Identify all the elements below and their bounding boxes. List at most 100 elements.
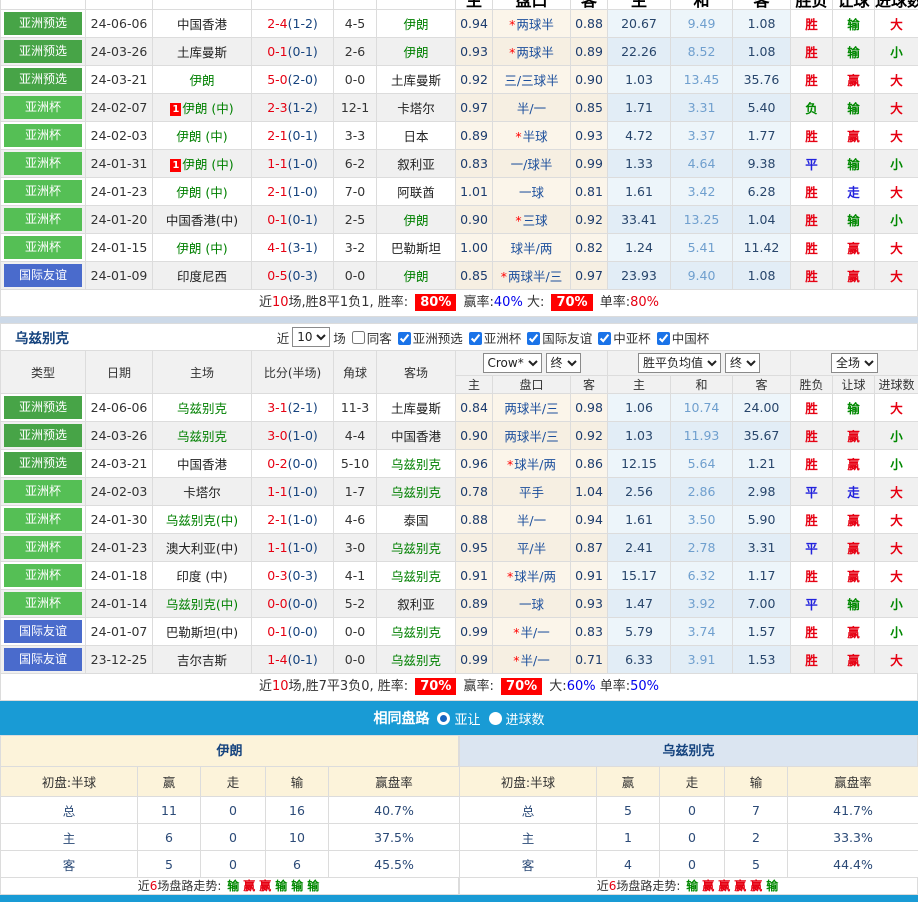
goals-result-cell: 小 (875, 150, 918, 178)
asian-handicap-label[interactable]: 亚让 (454, 709, 480, 728)
date-cell: 24-01-14 (86, 590, 153, 618)
competition-badge: 亚洲杯 (4, 536, 82, 559)
odds-1x2-draw-cell: 13.45 (671, 66, 733, 94)
rate-badge: 70% (551, 294, 592, 311)
away-team-cell: 卡塔尔 (377, 94, 456, 122)
handicap-cell: *球半/两 (493, 450, 571, 478)
asian-handicap-radio[interactable] (437, 712, 450, 725)
away-team-cell: 阿联酋 (377, 178, 456, 206)
col-win-rate: 赢盘率 (329, 767, 460, 797)
result-cell: 胜 (791, 178, 833, 206)
away-team-cell: 土库曼斯 (377, 66, 456, 94)
competition-badge: 亚洲杯 (4, 508, 82, 531)
scope-label-cell: 总 (460, 797, 597, 824)
handicap-cell: 半/一 (493, 506, 571, 534)
competition-badge: 亚洲杯 (4, 152, 82, 175)
handicap-cell: 一球 (493, 590, 571, 618)
competition-badge: 亚洲杯 (4, 208, 82, 231)
handicap-result-cell: 赢 (833, 422, 875, 450)
handicap-cell: *半/一 (493, 618, 571, 646)
loss-count-cell: 16 (266, 797, 329, 824)
league-checkbox-0[interactable] (398, 332, 411, 345)
odds-source-select[interactable]: Crow* (483, 353, 542, 373)
trend-result: 赢 (702, 879, 714, 893)
handicap-result-cell: 赢 (833, 646, 875, 674)
corner-cell: 2-6 (334, 38, 377, 66)
odds-1x2-away-cell: 35.76 (733, 66, 791, 94)
odds-1x2-home-cell: 23.93 (608, 262, 671, 290)
odds-1x2-away-cell: 9.38 (733, 150, 791, 178)
away-odds-cell: 0.87 (571, 534, 608, 562)
goals-result-cell: 大 (875, 394, 918, 422)
avg-select[interactable]: 胜平负均值 (638, 353, 721, 373)
odds-1x2-away-cell: 1.57 (733, 618, 791, 646)
corner-cell: 4-4 (334, 422, 377, 450)
competition-type-cell: 亚洲杯 (1, 562, 86, 590)
date-cell: 24-01-07 (86, 618, 153, 646)
corner-cell: 12-1 (334, 94, 377, 122)
odds-1x2-draw-cell: 9.49 (671, 10, 733, 38)
scope-select-group: 全场 (791, 351, 918, 376)
star-icon: * (509, 17, 515, 32)
league-checkbox-2[interactable] (527, 332, 540, 345)
result-cell: 胜 (791, 262, 833, 290)
scope-select[interactable]: 全场 (831, 353, 878, 373)
home-team-cell: 乌兹别克 (153, 422, 252, 450)
result-cell: 胜 (791, 506, 833, 534)
home-odds-cell: 0.92 (456, 66, 493, 94)
league-checkbox-1[interactable] (469, 332, 482, 345)
goals-label[interactable]: 进球数 (506, 709, 545, 728)
odds-1x2-away-cell: 1.08 (733, 262, 791, 290)
col-subheader: 盘口 (493, 0, 571, 9)
score-cell: 0-1(0-1) (252, 38, 334, 66)
win-count-cell: 5 (597, 797, 660, 824)
league-checkbox-3[interactable] (598, 332, 611, 345)
home-team-cell: 巴勒斯坦(中) (153, 618, 252, 646)
odds-1x2-draw-cell: 2.86 (671, 478, 733, 506)
win-rate-cell: 40.7% (329, 797, 460, 824)
handicap-cell: *两球半/三 (493, 262, 571, 290)
recent-count-select[interactable]: 10 (292, 327, 330, 347)
goals-radio[interactable] (489, 712, 502, 725)
col-subheader: 主 (456, 376, 493, 394)
odds-1x2-away-cell: 3.31 (733, 534, 791, 562)
result-cell: 胜 (791, 206, 833, 234)
odds-1x2-away-cell: 5.40 (733, 94, 791, 122)
trend-result: 赢 (259, 879, 271, 893)
summary-text: 大: (545, 679, 567, 694)
push-count-cell: 0 (660, 797, 725, 824)
away-odds-cell: 0.93 (571, 122, 608, 150)
win-rate-cell: 33.3% (788, 824, 918, 851)
odds-time-select[interactable]: 终 (546, 353, 581, 373)
date-cell: 23-12-25 (86, 646, 153, 674)
league-checkbox-4[interactable] (657, 332, 670, 345)
competition-type-cell: 亚洲预选 (1, 38, 86, 66)
home-odds-cell: 0.95 (456, 534, 493, 562)
result-cell: 胜 (791, 122, 833, 150)
handicap-cell: 平/半 (493, 534, 571, 562)
avg-time-select[interactable]: 终 (725, 353, 760, 373)
home-odds-cell: 0.88 (456, 506, 493, 534)
handicap-result-cell: 走 (833, 478, 875, 506)
competition-type-cell: 亚洲杯 (1, 178, 86, 206)
corner-cell: 2-5 (334, 206, 377, 234)
odds-1x2-away-cell: 11.42 (733, 234, 791, 262)
odds-1x2-draw-cell: 3.92 (671, 590, 733, 618)
away-team-cell: 巴勒斯坦 (377, 234, 456, 262)
header-spacer (153, 0, 252, 9)
trend-result: 赢 (718, 879, 730, 893)
competition-badge: 国际友谊 (4, 264, 82, 287)
star-icon: * (513, 653, 519, 668)
away-team-cell: 乌兹别克 (377, 450, 456, 478)
uzbekistan-section-bar: 乌兹别克 近 10 场 同客 亚洲预选亚洲杯国际友谊中亚杯中国杯 (0, 323, 918, 350)
col-subheader: 主 (456, 0, 493, 9)
same-away-checkbox[interactable] (352, 331, 365, 344)
summary-text: 40% (494, 295, 523, 310)
